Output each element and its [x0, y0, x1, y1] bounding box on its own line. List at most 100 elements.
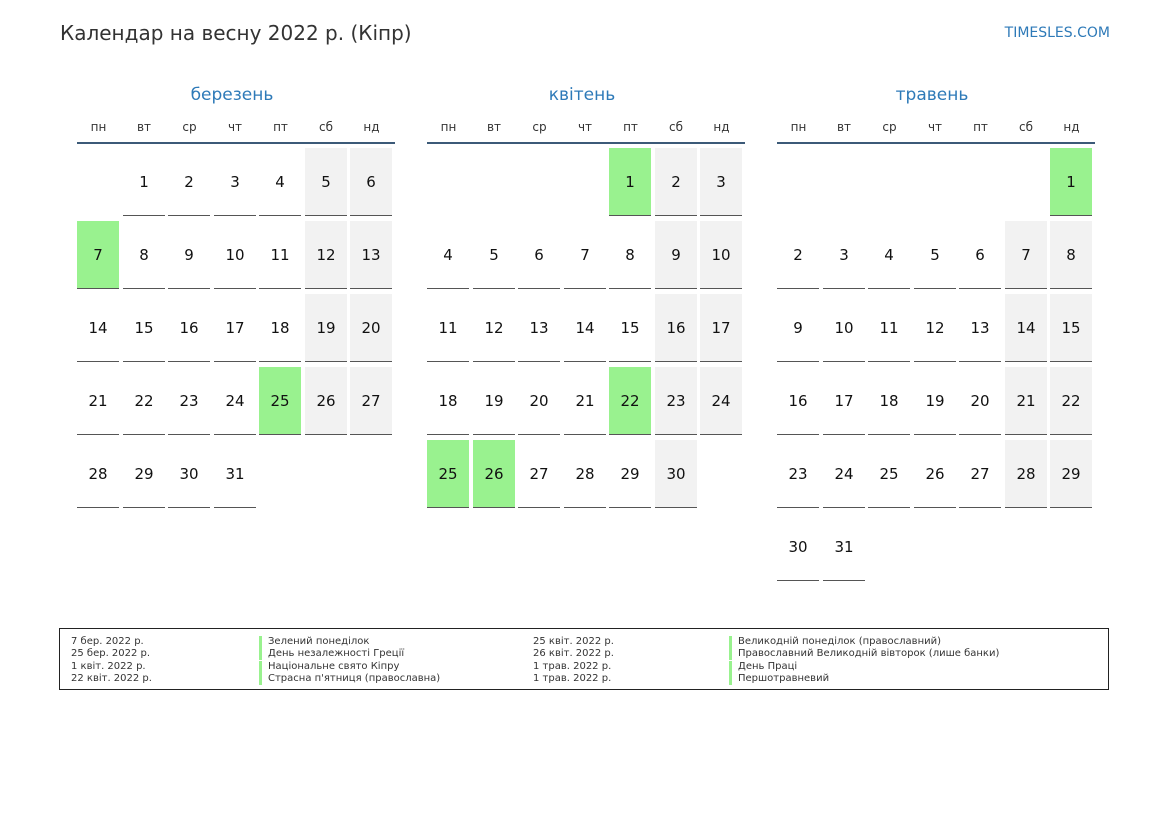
day-cell: 28: [564, 440, 606, 508]
weekday-label: ср: [182, 120, 197, 134]
day-cell: 23: [777, 440, 819, 508]
weekday-label: нд: [363, 120, 380, 134]
day-cell: 31: [823, 513, 865, 581]
weekday-label: вт: [136, 120, 152, 134]
day-cell: 8: [123, 221, 165, 289]
day-cell: 15: [123, 294, 165, 362]
weekday-label: нд: [713, 120, 730, 134]
day-cell: 19: [914, 367, 956, 435]
legend-date: 25 бер. 2022 р.: [71, 648, 151, 660]
day-cell: 28: [1005, 440, 1047, 508]
day-cell: 19: [305, 294, 347, 362]
weekday-label: пн: [790, 120, 807, 134]
day-cell: 12: [473, 294, 515, 362]
weekday-label: ср: [532, 120, 547, 134]
weekday-label: пт: [273, 120, 288, 134]
day-cell: 12: [305, 221, 347, 289]
month-name: травень: [895, 85, 969, 105]
legend-holiday-name: Православний Великодній вівторок (лише б…: [729, 648, 999, 661]
day-cell: 4: [259, 148, 301, 216]
day-cell: 29: [123, 440, 165, 508]
day-cell: 9: [655, 221, 697, 289]
day-cell: 27: [518, 440, 560, 508]
day-cell: 4: [427, 221, 469, 289]
weekday-label: чт: [927, 120, 943, 134]
day-cell: 2: [168, 148, 210, 216]
day-cell: 29: [1050, 440, 1092, 508]
page-title: Календар на весну 2022 р. (Кіпр): [60, 21, 412, 45]
weekday-label: ср: [882, 120, 897, 134]
day-cell: 16: [168, 294, 210, 362]
day-cell: 11: [427, 294, 469, 362]
day-cell: 7: [1005, 221, 1047, 289]
day-cell: 20: [518, 367, 560, 435]
weekday-label: вт: [836, 120, 852, 134]
weekday-label: пн: [440, 120, 457, 134]
holiday-day-cell: 22: [609, 367, 651, 435]
day-cell: 24: [823, 440, 865, 508]
day-cell: 4: [868, 221, 910, 289]
weekday-label: нд: [1063, 120, 1080, 134]
month-name: березень: [190, 85, 274, 105]
weekday-label: пт: [973, 120, 988, 134]
day-cell: 9: [168, 221, 210, 289]
day-cell: 2: [655, 148, 697, 216]
legend-date: 22 квіт. 2022 р.: [71, 672, 152, 684]
legend-holiday-name: Зелений понеділок: [259, 636, 369, 648]
day-cell: 10: [700, 221, 742, 289]
day-cell: 23: [655, 367, 697, 435]
day-cell: 30: [168, 440, 210, 508]
day-cell: 24: [700, 367, 742, 435]
day-cell: 14: [77, 294, 119, 362]
weekday-label: пт: [623, 120, 638, 134]
weekday-label: сб: [669, 120, 683, 134]
weekday-header: пн вт ср чт пт сб нд: [777, 118, 1095, 144]
month-block: травень пн вт ср чт пт сб нд 1 2 3 4 5 6 7 8 9 10 11 12 13 14…: [777, 84, 1095, 581]
day-cell: 21: [1005, 367, 1047, 435]
weekday-label: сб: [1019, 120, 1033, 134]
holiday-day-cell: 1: [1050, 148, 1092, 216]
day-cell: 17: [700, 294, 742, 362]
day-cell: 11: [259, 221, 301, 289]
holiday-day-cell: 7: [77, 221, 119, 289]
day-cell: 8: [1050, 221, 1092, 289]
day-cell: 15: [1050, 294, 1092, 362]
month-block: березень пн вт ср чт пт сб нд 1 2 3 4 5 6 7 8 9 10 11 12 13 1…: [77, 84, 395, 508]
month-block: квітень пн вт ср чт пт сб нд 1 2 3 4 5 6 7 8 9 10 11 12 13 14…: [427, 84, 745, 508]
day-cell: 23: [168, 367, 210, 435]
day-cell: 3: [823, 221, 865, 289]
day-cell: 21: [564, 367, 606, 435]
holiday-day-cell: 25: [259, 367, 301, 435]
day-cell: 2: [777, 221, 819, 289]
holiday-day-cell: 25: [427, 440, 469, 508]
weekday-label: чт: [577, 120, 593, 134]
day-cell: 18: [427, 367, 469, 435]
day-cell: 3: [214, 148, 256, 216]
weekday-header: пн вт ср чт пт сб нд: [427, 118, 745, 144]
legend-date: 26 квіт. 2022 р.: [533, 648, 614, 660]
day-cell: 17: [214, 294, 256, 362]
day-cell: 10: [214, 221, 256, 289]
month-name: квітень: [548, 85, 616, 105]
site-link[interactable]: TIMESLES.COM: [1004, 25, 1110, 41]
day-cell: 11: [868, 294, 910, 362]
day-cell: 6: [959, 221, 1001, 289]
legend-holiday-name: День незалежності Греції: [259, 648, 404, 661]
day-cell: 26: [305, 367, 347, 435]
day-cell: 15: [609, 294, 651, 362]
day-cell: 5: [305, 148, 347, 216]
day-cell: 6: [518, 221, 560, 289]
day-cell: 28: [77, 440, 119, 508]
day-cell: 1: [123, 148, 165, 216]
day-cell: 22: [123, 367, 165, 435]
legend-date: 1 трав. 2022 р.: [533, 660, 612, 672]
legend-holiday-name: Страсна п'ятниця (православна): [259, 672, 440, 685]
day-cell: 18: [259, 294, 301, 362]
day-cell: 30: [777, 513, 819, 581]
weekday-label: чт: [227, 120, 243, 134]
day-cell: 24: [214, 367, 256, 435]
day-cell: 8: [609, 221, 651, 289]
day-cell: 30: [655, 440, 697, 508]
day-cell: 25: [868, 440, 910, 508]
day-cell: 9: [777, 294, 819, 362]
